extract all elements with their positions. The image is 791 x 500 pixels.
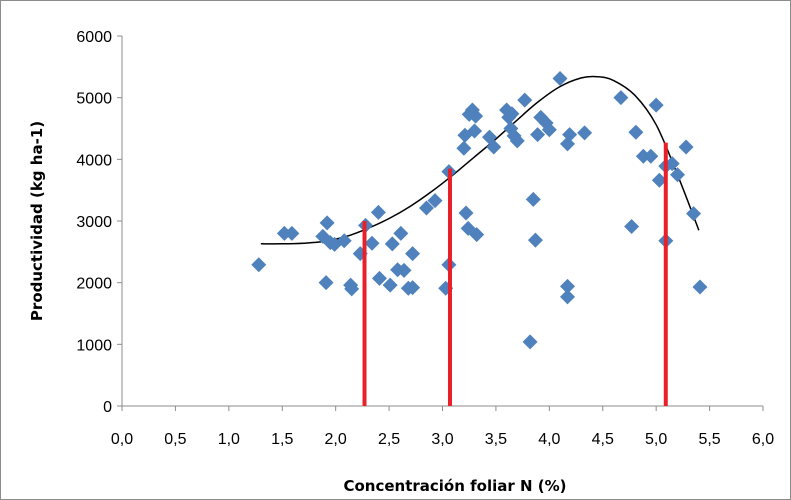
y-tick-label: 5000	[76, 91, 112, 108]
data-point	[405, 246, 421, 262]
data-point	[509, 133, 525, 149]
y-tick-label: 3000	[76, 214, 112, 231]
data-point	[651, 172, 667, 188]
y-tick-label: 2000	[76, 276, 112, 293]
data-point	[562, 127, 578, 143]
y-axis-label: Productividad (kg ha-1)	[28, 121, 46, 321]
data-point	[670, 167, 686, 183]
data-point	[468, 108, 484, 124]
data-point	[522, 334, 538, 350]
data-point	[559, 289, 575, 305]
data-point	[396, 262, 412, 278]
data-point	[427, 193, 443, 209]
data-point	[525, 191, 541, 207]
y-tick-label: 4000	[76, 152, 112, 169]
x-tick-label: 5,5	[698, 431, 720, 448]
y-tick-label: 6000	[76, 29, 112, 46]
x-tick-labels: 0,0 0,5 1,0 1,5 2,0 2,5 3,0 3,5 4,0 4,5 5,0 5,5 6,0	[111, 431, 774, 448]
y-tick-labels: 0 1000 2000 3000 4000 5000 6000	[76, 29, 112, 416]
data-point	[382, 277, 398, 293]
data-point	[692, 279, 708, 295]
data-point	[552, 71, 568, 87]
x-tick-label: 3,0	[431, 431, 453, 448]
x-tick-label: 2,5	[378, 431, 400, 448]
data-point	[344, 281, 360, 297]
y-tick-label: 0	[103, 399, 112, 416]
axes	[117, 35, 764, 411]
data-point	[628, 124, 644, 140]
data-point	[251, 257, 267, 273]
data-point	[504, 106, 520, 122]
data-point	[624, 219, 640, 235]
data-point	[643, 148, 659, 164]
data-point	[319, 215, 335, 231]
x-tick-label: 3,5	[485, 431, 507, 448]
data-point	[469, 227, 485, 243]
data-point	[527, 232, 543, 248]
data-point	[664, 156, 680, 172]
data-point	[467, 123, 483, 139]
data-point	[577, 125, 593, 141]
x-tick-label: 4,0	[538, 431, 560, 448]
data-point	[284, 225, 300, 241]
data-point	[613, 90, 629, 106]
data-point	[370, 204, 386, 220]
data-points	[251, 71, 708, 350]
x-tick-label: 4,5	[592, 431, 614, 448]
data-point	[384, 236, 400, 252]
data-point	[486, 139, 502, 155]
data-point	[318, 275, 334, 291]
data-point	[456, 140, 472, 156]
data-point	[530, 127, 546, 143]
x-tick-label: 5,0	[645, 431, 667, 448]
data-point	[336, 233, 352, 249]
x-tick-label: 6,0	[752, 431, 774, 448]
data-point	[517, 92, 533, 108]
data-point	[678, 139, 694, 155]
y-tick-label: 1000	[76, 337, 112, 354]
data-point	[405, 280, 421, 296]
data-point	[541, 122, 557, 138]
data-point	[503, 121, 519, 136]
x-tick-label: 2,0	[325, 431, 347, 448]
data-point	[559, 278, 575, 294]
data-point	[458, 205, 474, 221]
x-tick-label: 1,0	[218, 431, 240, 448]
x-axis-label: Concentración foliar N (%)	[343, 477, 566, 495]
x-tick-label: 1,5	[271, 431, 293, 448]
data-point	[686, 206, 702, 222]
data-point	[364, 235, 380, 251]
reference-lines	[362, 142, 668, 406]
data-point	[371, 270, 387, 286]
data-point	[393, 225, 409, 241]
data-point	[418, 200, 434, 216]
x-tick-label: 0,0	[111, 431, 133, 448]
data-point	[648, 97, 664, 113]
x-tick-label: 0,5	[164, 431, 186, 448]
